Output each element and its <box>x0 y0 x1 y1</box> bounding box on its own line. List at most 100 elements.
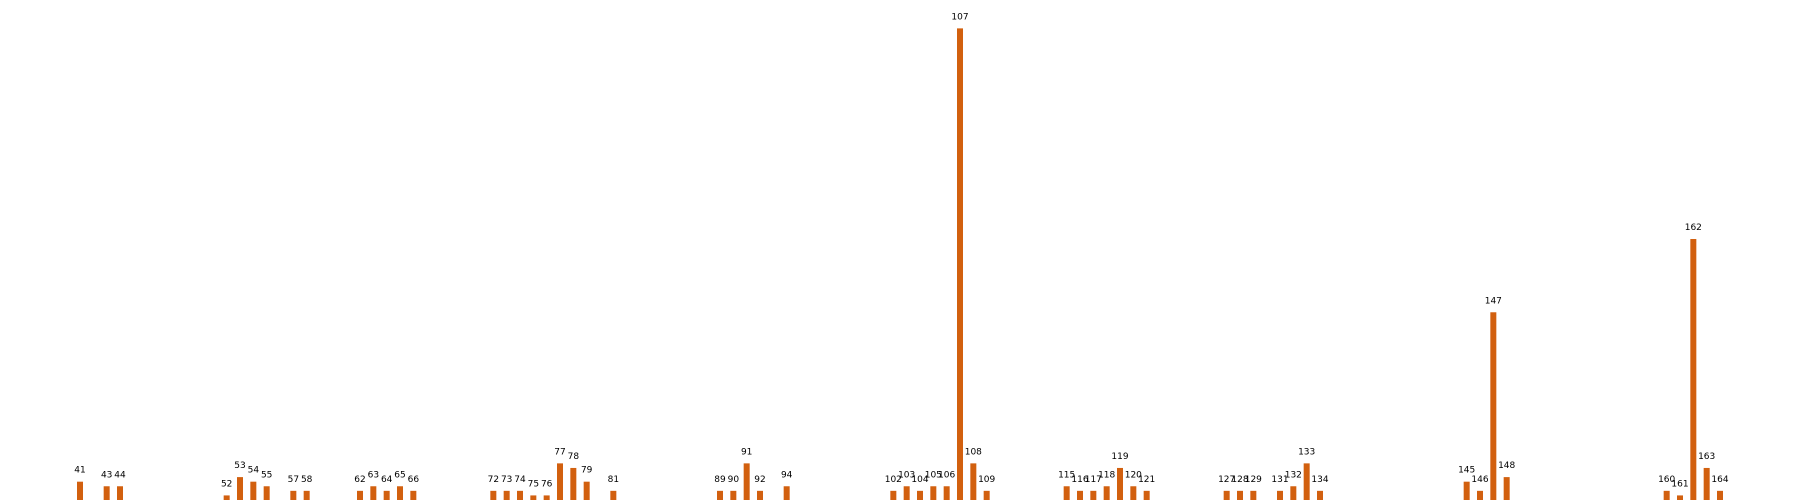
bars-layer <box>77 28 1723 500</box>
bar-label-164: 164 <box>1711 475 1728 485</box>
bar-74 <box>517 490 523 500</box>
bar-label-107: 107 <box>951 12 968 22</box>
bar-78 <box>570 467 577 500</box>
bar-label-90: 90 <box>728 475 740 485</box>
bar-label-132: 132 <box>1285 470 1302 480</box>
bar-label-53: 53 <box>234 461 245 471</box>
bar-103 <box>903 486 910 500</box>
bar-label-134: 134 <box>1311 475 1328 485</box>
bar-label-65: 65 <box>394 470 405 480</box>
bar-43 <box>103 486 110 500</box>
bar-128 <box>1237 490 1243 500</box>
bar-label-57: 57 <box>288 475 299 485</box>
bar-label-66: 66 <box>408 475 420 485</box>
bar-label-62: 62 <box>354 475 365 485</box>
bar-118 <box>1103 486 1110 500</box>
bar-label-128: 128 <box>1231 475 1248 485</box>
bar-label-145: 145 <box>1458 466 1475 476</box>
bar-label-64: 64 <box>381 475 393 485</box>
bar-90 <box>730 490 737 500</box>
bar-52 <box>223 495 230 500</box>
bar-129 <box>1250 490 1257 500</box>
bar-label-116: 116 <box>1071 475 1088 485</box>
bar-75 <box>530 495 537 500</box>
bar-label-75: 75 <box>528 479 539 489</box>
bar-label-94: 94 <box>781 470 793 480</box>
bar-label-162: 162 <box>1685 223 1702 233</box>
bar-131 <box>1277 490 1283 500</box>
bar-label-105: 105 <box>925 470 942 480</box>
bar-107 <box>957 28 963 500</box>
bar-64 <box>383 490 390 500</box>
bar-120 <box>1130 486 1137 500</box>
bar-label-127: 127 <box>1218 475 1235 485</box>
bar-79 <box>583 481 590 500</box>
bar-91 <box>743 463 750 500</box>
bar-label-58: 58 <box>301 475 313 485</box>
bar-104 <box>917 490 923 500</box>
bar-147 <box>1490 312 1497 500</box>
bar-label-102: 102 <box>885 475 902 485</box>
bar-127 <box>1223 490 1230 500</box>
bar-162 <box>1690 239 1697 500</box>
bar-63 <box>370 486 377 500</box>
bar-label-161: 161 <box>1671 479 1688 489</box>
bar-label-103: 103 <box>898 470 915 480</box>
bar-92 <box>757 490 763 500</box>
bar-label-91: 91 <box>741 447 752 457</box>
bar-label-81: 81 <box>608 475 619 485</box>
bar-109 <box>983 490 990 500</box>
bar-77 <box>557 463 563 500</box>
bar-44 <box>117 486 123 500</box>
bar-62 <box>357 490 363 500</box>
bar-160 <box>1663 490 1670 500</box>
bar-53 <box>237 477 243 500</box>
bar-label-55: 55 <box>261 470 272 480</box>
bar-label-52: 52 <box>221 479 232 489</box>
bar-132 <box>1290 486 1297 500</box>
bar-163 <box>1703 467 1710 500</box>
bar-label-73: 73 <box>501 475 512 485</box>
bar-58 <box>303 490 310 500</box>
bar-label-109: 109 <box>978 475 995 485</box>
bar-label-78: 78 <box>568 452 580 462</box>
bar-102 <box>890 490 897 500</box>
bar-81 <box>610 490 617 500</box>
bar-label-129: 129 <box>1245 475 1262 485</box>
bar-89 <box>717 490 723 500</box>
bar-label-92: 92 <box>754 475 765 485</box>
bar-label-120: 120 <box>1125 470 1142 480</box>
bar-label-148: 148 <box>1498 461 1515 471</box>
bar-label-115: 115 <box>1058 470 1075 480</box>
bar-label-63: 63 <box>368 470 379 480</box>
bar-label-133: 133 <box>1298 447 1315 457</box>
bar-164 <box>1717 490 1723 500</box>
bar-73 <box>503 490 510 500</box>
bar-label-72: 72 <box>488 475 499 485</box>
bar-label-74: 74 <box>514 475 526 485</box>
bar-134 <box>1317 490 1323 500</box>
bar-115 <box>1063 486 1070 500</box>
bar-label-106: 106 <box>938 470 955 480</box>
bar-label-163: 163 <box>1698 452 1715 462</box>
bar-161 <box>1677 495 1683 500</box>
bar-146 <box>1477 490 1483 500</box>
bar-label-43: 43 <box>101 470 112 480</box>
bar-121 <box>1143 490 1150 500</box>
bar-105 <box>930 486 937 500</box>
bar-117 <box>1090 490 1097 500</box>
bar-label-44: 44 <box>114 470 126 480</box>
bar-54 <box>250 481 257 500</box>
bar-72 <box>490 490 497 500</box>
bar-108 <box>970 463 977 500</box>
bar-94 <box>783 486 790 500</box>
bar-label-119: 119 <box>1111 452 1128 462</box>
bar-65 <box>397 486 403 500</box>
bar-label-117: 117 <box>1085 475 1102 485</box>
bar-label-147: 147 <box>1485 296 1502 306</box>
bar-label-54: 54 <box>248 466 260 476</box>
bar-label-77: 77 <box>554 447 565 457</box>
